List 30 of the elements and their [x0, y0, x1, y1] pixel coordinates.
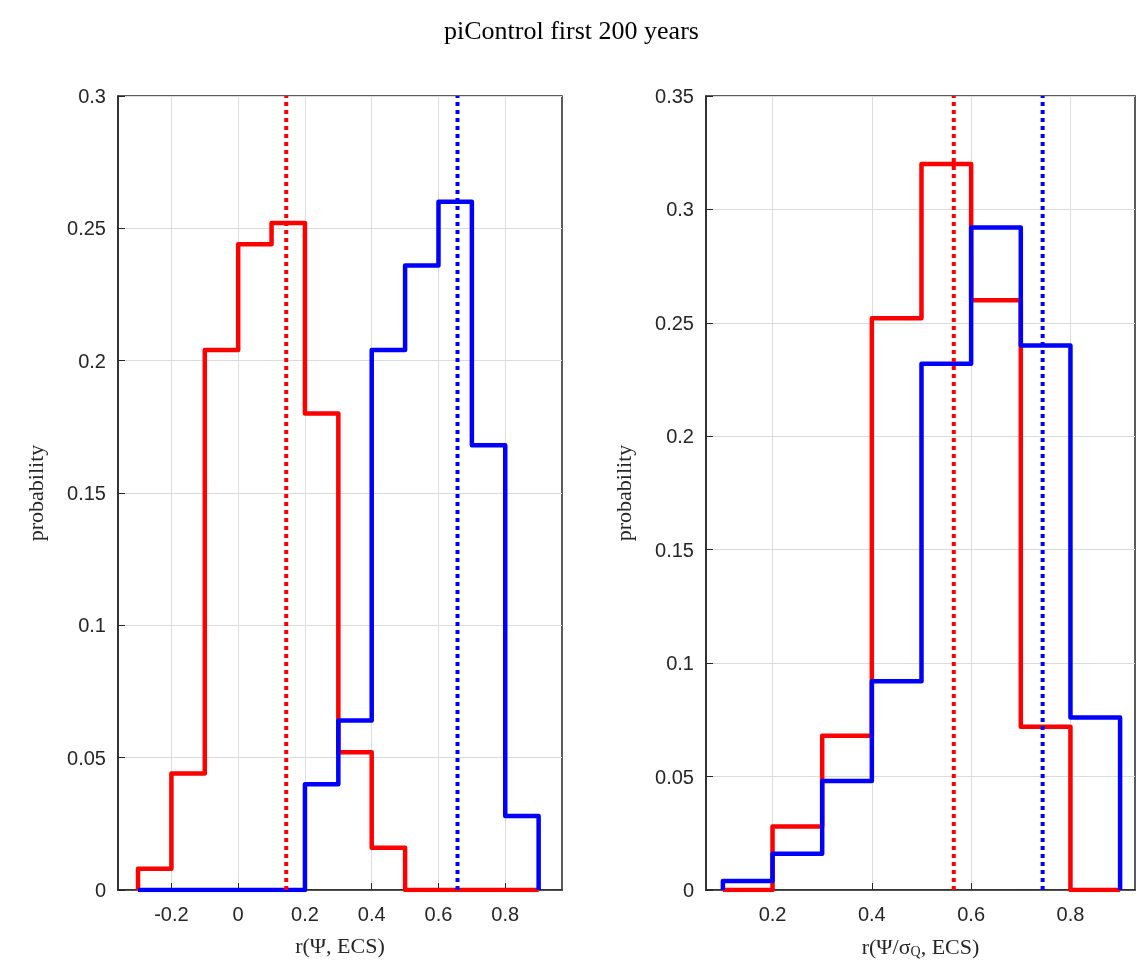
x-tick-label: 0.4 — [857, 903, 886, 925]
y-axis-title: probability — [22, 444, 48, 542]
y-axis-title: probability — [610, 444, 636, 542]
y-tick-label: 0.2 — [666, 425, 694, 448]
x-tick-label: 0.6 — [424, 903, 453, 925]
y-tick-label: 0.2 — [78, 349, 106, 372]
y-tick-label: 0.15 — [67, 482, 106, 504]
y-tick-label: 0.25 — [655, 311, 694, 334]
x-tick-label: 0.2 — [758, 903, 787, 925]
x-tick-label: -0.2 — [154, 903, 189, 925]
y-tick-label: 0.3 — [666, 198, 694, 221]
y-tick-label: 0.3 — [78, 85, 106, 107]
y-tick-label: 0.15 — [655, 538, 694, 561]
x-tick-label: 0.6 — [957, 903, 986, 925]
y-tick-label: 0.05 — [655, 765, 694, 788]
y-tick-label: 0.05 — [67, 746, 106, 769]
x-axis-title: r(Ψ, ECS) — [295, 932, 385, 958]
x-tick-label: 0.4 — [357, 903, 386, 925]
chart-title: piControl first 200 years — [443, 16, 700, 46]
x-tick-label: 0.8 — [491, 903, 520, 925]
x-axis-title: r(Ψ/σQ, ECS) — [861, 933, 980, 959]
x-tick-label: 0.2 — [291, 903, 319, 925]
y-tick-label: 0 — [94, 879, 106, 901]
x-tick-label: 0.8 — [1056, 903, 1085, 925]
y-tick-label: 0 — [682, 879, 694, 901]
y-tick-label: 0.35 — [655, 85, 694, 107]
x-tick-label: 0 — [232, 903, 244, 925]
y-tick-label: 0.1 — [666, 652, 694, 675]
y-tick-label: 0.25 — [67, 217, 106, 240]
y-tick-label: 0.1 — [78, 614, 106, 637]
